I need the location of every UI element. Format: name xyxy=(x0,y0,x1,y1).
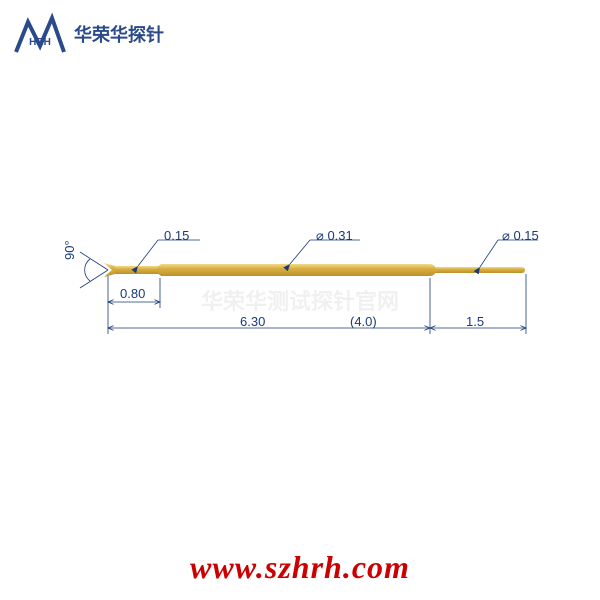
logo-initials: HRH xyxy=(29,37,51,48)
label-tip-diameter: 0.15 xyxy=(164,228,189,243)
label-shaft-diameter: ⌀ 0.31 xyxy=(316,228,353,244)
label-1-5: 1.5 xyxy=(466,314,484,329)
label-tail-diameter: ⌀ 0.15 xyxy=(502,228,539,244)
label-0-80: 0.80 xyxy=(120,286,145,301)
angle-indicator xyxy=(80,252,108,288)
leader-tip-diameter xyxy=(138,240,200,266)
website-url: www.szhrh.com xyxy=(0,549,600,586)
label-4-0: (4.0) xyxy=(350,314,377,329)
hrh-logo-icon: HRH xyxy=(12,12,68,56)
leader-tail-diameter xyxy=(480,240,538,267)
probe-body xyxy=(104,263,525,277)
probe-diagram: 90° 0.15 ⌀ 0.31 ⌀ 0.15 0.80 6.30 (4.0) 1… xyxy=(60,230,540,370)
logo-brand-text: 华荣华探针 xyxy=(74,21,164,47)
label-angle: 90° xyxy=(62,240,77,260)
extension-lines xyxy=(108,274,526,334)
label-6-30: 6.30 xyxy=(240,314,265,329)
brand-logo: HRH 华荣华探针 xyxy=(12,12,164,56)
